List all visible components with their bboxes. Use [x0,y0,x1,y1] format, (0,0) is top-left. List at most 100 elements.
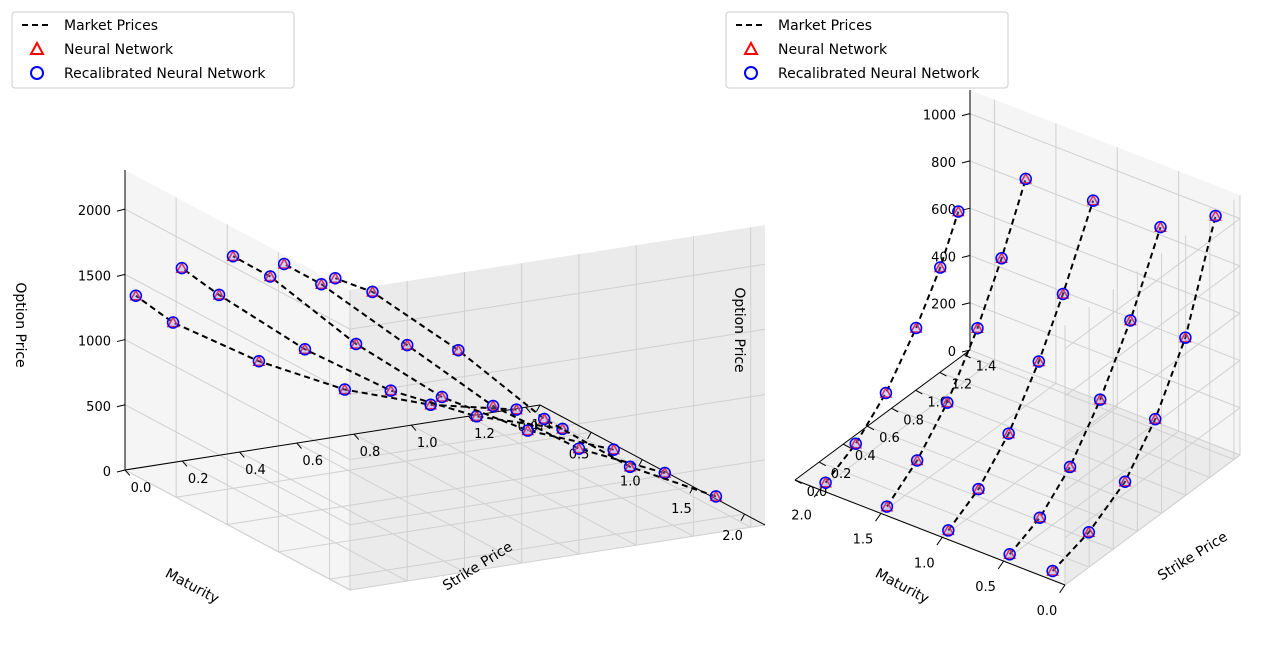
grid-wall-price [1064,454,1241,586]
neural-network-marker [1209,209,1222,221]
recalibrated-marker [556,422,569,436]
price-tick-label: 0 [948,345,956,360]
strike-tick [891,407,899,413]
legend-market-label: Market Prices [64,18,158,34]
price-tick-label: 800 [931,156,956,171]
grid-floor-strike [843,443,1114,550]
grid-wall-price [1064,312,1241,444]
grid-wall-price [124,273,351,395]
recalibrated-marker [1118,475,1132,488]
strike-tick [939,371,947,377]
strike-tick [353,433,360,440]
neural-network-marker [328,271,342,283]
recalibrated-marker [607,443,620,456]
grid-wall-price [349,524,766,591]
maturity-tick [936,536,943,546]
maturity-tick [1059,584,1066,594]
recalibrated-marker [400,338,414,352]
recalibrated-marker [1082,526,1096,539]
neural-network-marker [366,285,379,297]
neural-network-marker [1019,172,1033,184]
recalibrated-marker [366,285,379,299]
price-axis-label: Option Price [731,287,747,372]
strike-tick [239,451,245,458]
grid-wall-price [1064,360,1241,491]
legend-nn-label: Neural Network [778,42,888,58]
neural-network-marker [941,396,954,408]
grid-floor-maturity [1003,430,1179,562]
price-tick [116,273,126,277]
market-price-line [232,255,614,451]
grid-floor-strike [353,433,580,555]
grid-floor-maturity [227,459,643,526]
neural-network-marker [1063,460,1077,472]
legend-circle-icon [30,66,44,80]
strike-tick-label: 0.6 [302,454,323,469]
recalibrated-marker [879,386,893,400]
recalibrated-marker [263,270,277,283]
neural-network-marker [995,251,1008,264]
neural-network-marker [952,204,965,217]
recalibrated-marker [315,277,328,291]
neural-network-marker [1033,511,1047,523]
maturity-tick-label: 2.0 [722,529,743,544]
recalibrated-marker [452,343,465,357]
maturity-tick-label: 0.5 [975,580,996,595]
grid-wall-price [124,208,351,330]
grid-floor-strike [963,354,1235,460]
market-price-line [135,294,517,411]
neural-network-marker [879,386,893,398]
neural-network-marker [486,399,500,411]
recalibrated-marker [880,500,894,513]
price-tick [116,469,126,473]
recalibrated-marker [1002,427,1015,440]
strike-tick-label: 0.4 [245,463,266,478]
recalibrated-marker [252,355,266,368]
maturity-tick-label: 1.0 [620,475,641,490]
strike-tick [181,460,188,467]
grid-wall-price [124,404,351,526]
maturity-tick-label: 2.0 [791,509,812,524]
recalibrated-marker [972,482,985,496]
grid-wall-price [124,339,351,461]
price-tick-label: 500 [86,400,111,415]
strike-tick-label: 0.8 [360,445,381,460]
neural-network-marker [1002,427,1015,439]
strike-tick-label: 0.6 [879,431,900,446]
recalibrated-marker [1148,412,1162,426]
price-tick-label: 1000 [923,109,956,124]
market-price-line [181,267,563,430]
price-tick-label: 200 [931,298,956,313]
right-3d-chart: 0.00.51.01.52.00.00.20.40.60.81.01.21.40… [725,11,1241,619]
grid-floor-strike [182,460,408,582]
neural-network-marker [942,523,955,536]
recalibrated-marker [166,316,180,329]
grid-wall-price [969,160,1241,267]
neural-network-marker [349,337,363,349]
strike-tick-label: 0.2 [831,467,852,482]
recalibrated-marker [942,524,955,537]
neural-network-marker [510,403,523,415]
maturity-tick [535,404,541,412]
maturity-tick [997,560,1005,570]
price-tick [116,208,126,212]
neural-network-marker [400,338,414,350]
price-tick-label: 2000 [78,204,111,219]
price-tick-label: 0 [103,465,111,480]
grid-floor-maturity [941,406,1118,538]
neural-network-marker [971,321,984,333]
strike-axis-label: Strike Price [1155,529,1230,584]
strike-tick-label: 1.4 [976,359,997,374]
neural-network-marker [1032,355,1046,367]
grid-floor-strike [818,461,1090,568]
grid-floor-strike [867,425,1138,532]
price-tick [116,404,126,408]
maturity-tick [638,459,643,467]
grid-floor-maturity [278,486,694,553]
neural-network-marker [252,354,266,367]
neural-network-marker [521,423,535,436]
neural-network-marker [1124,313,1137,326]
price-tick [961,254,971,258]
maturity-tick [813,489,820,498]
